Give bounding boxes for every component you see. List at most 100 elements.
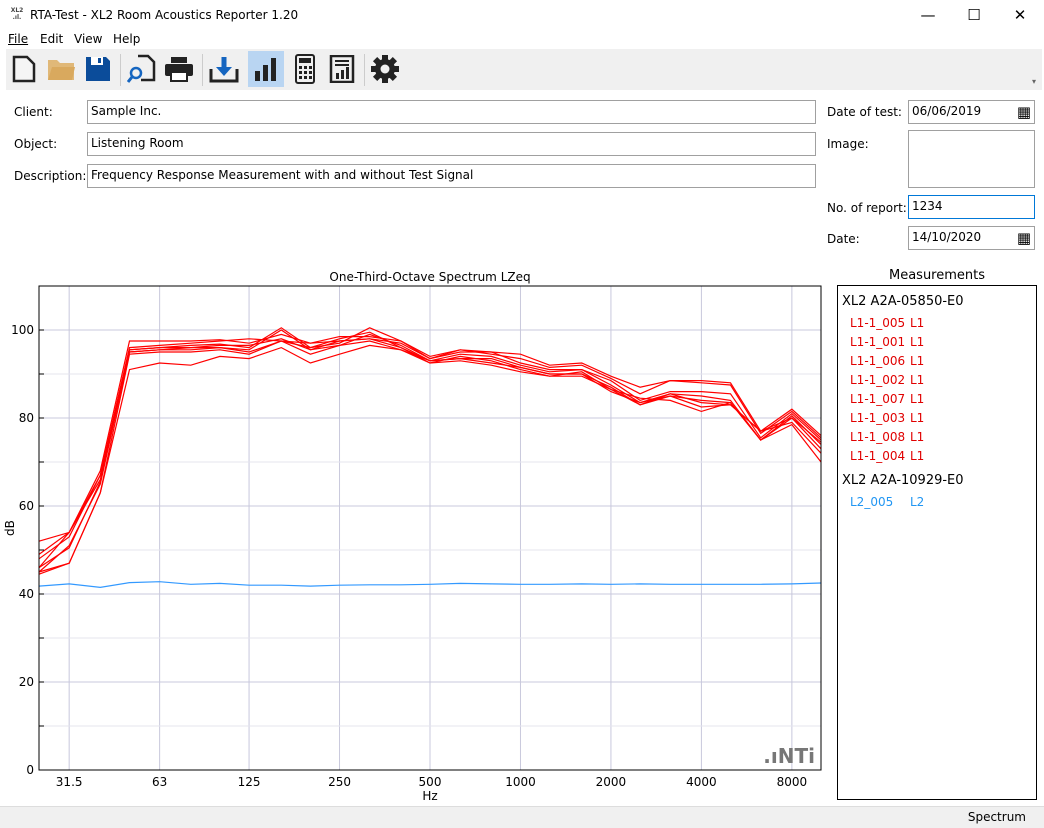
nti-logo: .ıNTi: [763, 744, 815, 768]
series-line-L1-1_008: [38, 340, 822, 573]
x-tick-label: 8000: [777, 775, 808, 789]
measurement-item[interactable]: L1-1_002: [850, 373, 906, 387]
object-label: Object:: [14, 137, 58, 151]
image-label: Image:: [827, 137, 869, 151]
y-tick-label: 40: [19, 587, 34, 601]
date-value: 14/10/2020: [912, 230, 982, 244]
description-input[interactable]: Frequency Response Measurement with and …: [87, 164, 816, 188]
client-label: Client:: [14, 105, 53, 119]
title-bar: XL2 .ıl. RTA-Test - XL2 Room Acoustics Re…: [0, 0, 1044, 31]
maximize-button[interactable]: ☐: [967, 6, 981, 24]
print-button[interactable]: [161, 51, 197, 87]
y-tick-label: 0: [26, 763, 34, 777]
measurement-channel[interactable]: L1: [910, 449, 925, 463]
date-of-test-value: 06/06/2019: [912, 104, 982, 118]
measurement-channel[interactable]: L1: [910, 430, 925, 444]
menu-view[interactable]: View: [74, 32, 103, 46]
measurement-channel[interactable]: L1: [910, 354, 925, 368]
x-tick-label: 125: [238, 775, 261, 789]
close-button[interactable]: ✕: [1013, 6, 1027, 24]
menu-file[interactable]: File: [8, 32, 29, 46]
date-of-test-label: Date of test:: [827, 105, 902, 119]
report-no-input[interactable]: 1234: [908, 195, 1035, 219]
measurement-item[interactable]: L1-1_008: [850, 430, 906, 444]
measurements-list: XL2 A2A-05850-E0 L1-1_005 L1 L1-1_001 L1 L1-1…: [837, 285, 1037, 800]
series-line-L1-1_006: [38, 327, 822, 568]
open-button[interactable]: [43, 51, 79, 87]
minimize-button[interactable]: —: [920, 6, 936, 24]
measurement-item[interactable]: L1-1_006: [850, 354, 906, 368]
x-tick-label: 500: [419, 775, 442, 789]
measurement-channel[interactable]: L2: [910, 495, 925, 509]
series-line-L2_005: [38, 581, 822, 589]
calculator-button[interactable]: [287, 51, 323, 87]
menu-edit[interactable]: Edit: [40, 32, 64, 46]
measurement-channel[interactable]: L1: [910, 335, 925, 349]
settings-button[interactable]: [367, 51, 403, 87]
y-tick-label: 80: [19, 411, 34, 425]
y-axis-label: dB: [3, 520, 17, 536]
date-of-test-input[interactable]: 06/06/2019 ▦: [908, 100, 1035, 124]
y-tick-label: 20: [19, 675, 34, 689]
chart-title: One-Third-Octave Spectrum LZeq: [329, 270, 530, 284]
save-icon: [86, 57, 110, 81]
y-tick-label: 100: [11, 323, 34, 337]
status-text: Spectrum: [967, 810, 1026, 824]
device-group-label: XL2 A2A-10929-E0: [842, 473, 964, 488]
date-input[interactable]: 14/10/2020 ▦: [908, 226, 1035, 250]
menu-bar: File Edit View Help: [0, 31, 1044, 49]
x-tick-label: 250: [328, 775, 351, 789]
y-tick-label: 60: [19, 499, 34, 513]
measurements-title: Measurements: [888, 268, 986, 283]
report-button[interactable]: [324, 51, 360, 87]
status-bar: Spectrum: [0, 806, 1044, 828]
client-input[interactable]: Sample Inc.: [87, 100, 816, 124]
measurement-item[interactable]: L1-1_007: [850, 392, 906, 406]
spectrum-button[interactable]: [248, 51, 284, 87]
open-folder-icon: [48, 60, 75, 80]
series-line-L1-1_004: [38, 344, 822, 575]
measurement-item[interactable]: L1-1_001: [850, 335, 906, 349]
x-tick-label: 4000: [686, 775, 717, 789]
plot-area: [38, 285, 822, 771]
measurement-item[interactable]: L1-1_005: [850, 316, 906, 330]
measurement-item[interactable]: L1-1_004: [850, 449, 906, 463]
x-axis-label: Hz: [422, 789, 437, 803]
toolbar: ▾: [6, 49, 1042, 90]
series-line-L1-1_001: [38, 335, 822, 560]
print-icon: [165, 57, 193, 82]
measurement-channel[interactable]: L1: [910, 392, 925, 406]
x-tick-label: 1000: [505, 775, 536, 789]
print-preview-icon: [127, 54, 156, 83]
measurement-channel[interactable]: L1: [910, 316, 925, 330]
spectrum-chart: One-Third-Octave Spectrum LZeq 31.5 63 125…: [3, 270, 822, 803]
date-label: Date:: [827, 232, 860, 246]
new-file-icon: [12, 55, 36, 83]
save-button[interactable]: [80, 51, 116, 87]
measurement-channel[interactable]: L1: [910, 411, 925, 425]
measurement-item[interactable]: L1-1_003: [850, 411, 906, 425]
download-button[interactable]: [206, 51, 242, 87]
settings-gear-icon: [371, 55, 399, 83]
print-preview-button[interactable]: [124, 51, 160, 87]
x-tick-label: 31.5: [56, 775, 83, 789]
object-input[interactable]: Listening Room: [87, 132, 816, 156]
toolbar-overflow-icon[interactable]: ▾: [1032, 77, 1037, 86]
spectrum-chart-icon: [255, 58, 276, 81]
download-icon: [209, 57, 239, 83]
calendar-icon[interactable]: ▦: [1016, 229, 1031, 247]
calculator-icon: [295, 54, 315, 84]
new-file-button[interactable]: [6, 51, 42, 87]
menu-help[interactable]: Help: [113, 32, 141, 46]
report-icon: [329, 55, 355, 83]
calendar-icon[interactable]: ▦: [1016, 103, 1031, 121]
device-group-label: XL2 A2A-05850-E0: [842, 294, 964, 309]
x-tick-label: 63: [152, 775, 167, 789]
x-tick-label: 2000: [596, 775, 627, 789]
measurement-channel[interactable]: L1: [910, 373, 925, 387]
report-no-label: No. of report:: [827, 201, 907, 215]
description-label: Description:: [14, 169, 87, 183]
image-box[interactable]: [908, 130, 1035, 188]
measurement-item[interactable]: L2_005: [850, 495, 894, 509]
window-title: RTA-Test - XL2 Room Acoustics Reporter 1…: [30, 8, 299, 22]
